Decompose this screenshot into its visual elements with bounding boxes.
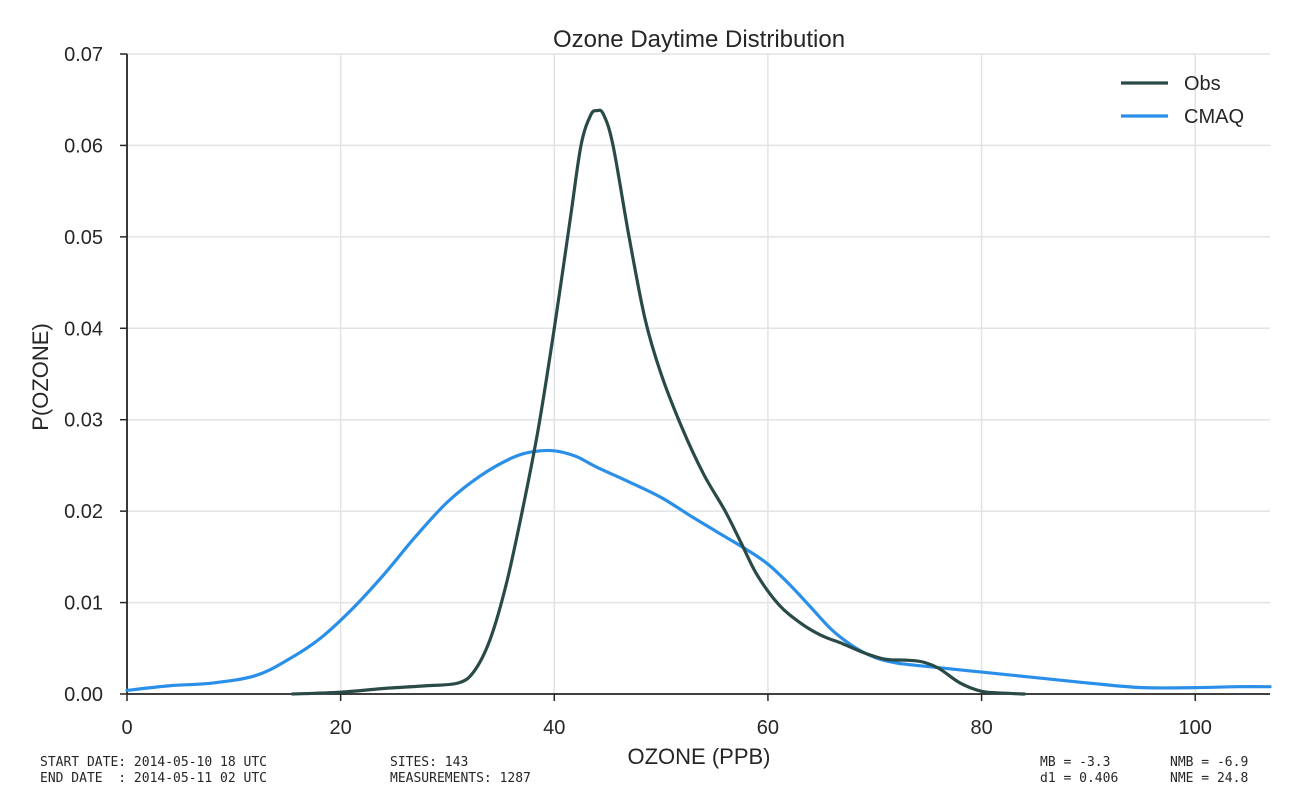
x-tick-label: 100 (1179, 717, 1212, 739)
axes (126, 54, 1270, 695)
x-tick-label: 0 (121, 717, 132, 739)
legend-item-obs[interactable]: Obs (1121, 73, 1221, 95)
y-tick-label: 0.03 (64, 410, 103, 432)
footer-counts: SITES: 143 MEASUREMENTS: 1287 (390, 755, 531, 787)
x-tick-label: 60 (757, 717, 779, 739)
x-tick-label: 80 (970, 717, 992, 739)
footer-dates: START DATE: 2014-05-10 18 UTC END DATE : … (40, 755, 267, 787)
x-axis-label: OZONE (PPB) (627, 744, 770, 769)
y-axis-label: P(OZONE) (28, 323, 53, 431)
start-date: START DATE: 2014-05-10 18 UTC (40, 755, 267, 770)
footer-stats-left: MB = -3.3 d1 = 0.406 (1040, 755, 1118, 787)
y-tick-label: 0.04 (64, 318, 103, 340)
y-tick-label: 0.06 (64, 135, 103, 157)
y-tick-label: 0.05 (64, 227, 103, 249)
y-tick-label: 0.01 (64, 593, 103, 615)
y-tick-label: 0.00 (64, 684, 103, 706)
legend-item-cmaq[interactable]: CMAQ (1121, 106, 1244, 128)
nmb-stat: NMB = -6.9 (1170, 755, 1249, 770)
sites-count: SITES: 143 (390, 755, 469, 770)
legend-label: CMAQ (1184, 106, 1244, 128)
measurements-count: MEASUREMENTS: 1287 (390, 771, 531, 786)
series-line-obs (290, 108, 1026, 696)
d1-stat: d1 = 0.406 (1040, 771, 1119, 786)
y-tick-label: 0.02 (64, 501, 103, 523)
x-axis-ticks: 0 20 40 60 80 100 (121, 694, 1212, 739)
end-date: END DATE : 2014-05-11 02 UTC (40, 771, 267, 786)
mb-stat: MB = -3.3 (1040, 755, 1111, 770)
grid-lines (126, 53, 1270, 695)
footer-stats-right: NMB = -6.9 NME = 24.8 (1170, 755, 1248, 787)
legend[interactable]: Obs CMAQ (1121, 73, 1244, 128)
chart-title: Ozone Daytime Distribution (553, 26, 845, 53)
y-axis-ticks: 0.00 0.01 0.02 0.03 0.04 0.05 0.06 0.07 (64, 44, 127, 706)
y-tick-label: 0.07 (64, 44, 103, 66)
x-tick-label: 40 (543, 717, 565, 739)
nme-stat: NME = 24.8 (1170, 771, 1249, 786)
series-line-cmaq (125, 448, 1272, 692)
series-lines (125, 108, 1272, 696)
x-tick-label: 20 (330, 717, 352, 739)
legend-label: Obs (1184, 73, 1221, 95)
